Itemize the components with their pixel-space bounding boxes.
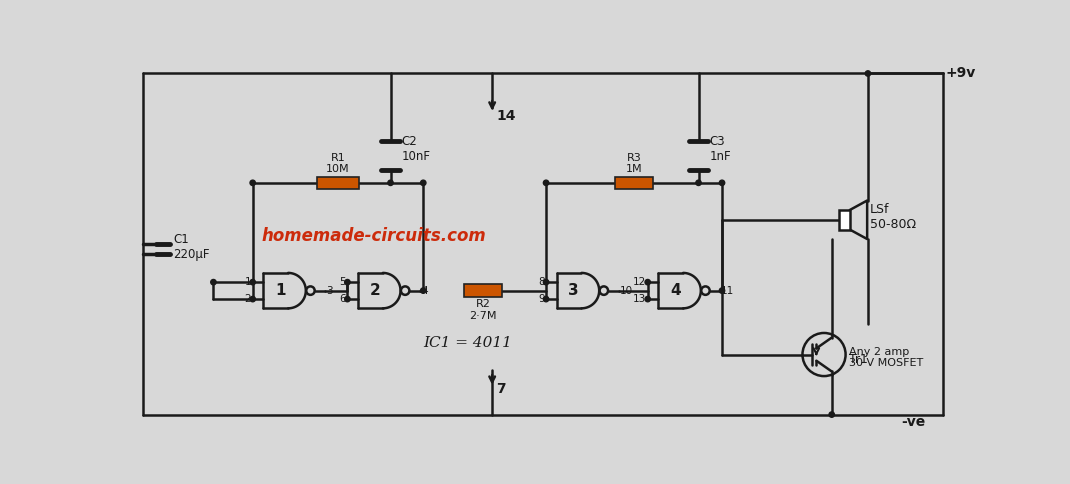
Circle shape: [421, 180, 426, 185]
FancyBboxPatch shape: [317, 177, 360, 189]
Text: -ve: -ve: [901, 415, 926, 429]
Circle shape: [544, 296, 549, 302]
Text: 8: 8: [538, 277, 545, 287]
FancyBboxPatch shape: [464, 285, 503, 297]
Text: +9v: +9v: [946, 66, 976, 80]
Circle shape: [211, 279, 216, 285]
FancyBboxPatch shape: [615, 177, 654, 189]
Text: IC1 = 4011: IC1 = 4011: [423, 336, 511, 350]
Circle shape: [829, 412, 835, 417]
Circle shape: [866, 71, 871, 76]
Text: Tr1: Tr1: [849, 353, 868, 365]
Text: 4: 4: [670, 283, 681, 298]
Text: 11: 11: [721, 286, 734, 296]
Circle shape: [645, 296, 651, 302]
Text: C3
1nF: C3 1nF: [709, 135, 731, 163]
Circle shape: [250, 279, 256, 285]
Text: R1
10M: R1 10M: [326, 153, 350, 174]
Text: 3: 3: [326, 286, 333, 296]
Circle shape: [719, 288, 724, 293]
Circle shape: [250, 296, 256, 302]
Text: homemade-circuits.com: homemade-circuits.com: [261, 227, 486, 244]
Circle shape: [645, 279, 651, 285]
Text: Any 2 amp
30 V MOSFET: Any 2 amp 30 V MOSFET: [849, 347, 923, 368]
Text: LSf
50-80Ω: LSf 50-80Ω: [870, 203, 916, 231]
Circle shape: [387, 180, 393, 185]
Text: 6: 6: [339, 294, 346, 304]
Circle shape: [421, 288, 426, 293]
Circle shape: [345, 296, 350, 302]
Text: 5: 5: [339, 277, 346, 287]
Text: 1: 1: [275, 283, 286, 298]
Circle shape: [345, 279, 350, 285]
Text: 13: 13: [633, 294, 646, 304]
Text: C1
220μF: C1 220μF: [173, 233, 210, 261]
Circle shape: [719, 180, 724, 185]
Circle shape: [544, 180, 549, 185]
Text: 14: 14: [496, 109, 516, 122]
Circle shape: [544, 279, 549, 285]
Text: C2
10nF: C2 10nF: [401, 135, 430, 163]
Text: 12: 12: [633, 277, 646, 287]
Text: 10: 10: [620, 286, 632, 296]
Text: 7: 7: [496, 382, 506, 396]
Bar: [840, 210, 851, 230]
Text: 4: 4: [421, 286, 428, 296]
Text: 2: 2: [245, 294, 251, 304]
Text: 2: 2: [370, 283, 381, 298]
Text: R2
2·7M: R2 2·7M: [470, 299, 496, 321]
Text: 1: 1: [245, 277, 251, 287]
Circle shape: [696, 180, 701, 185]
Text: 3: 3: [568, 283, 579, 298]
Text: 9: 9: [538, 294, 545, 304]
Circle shape: [250, 180, 256, 185]
Text: R3
1M: R3 1M: [626, 153, 642, 174]
